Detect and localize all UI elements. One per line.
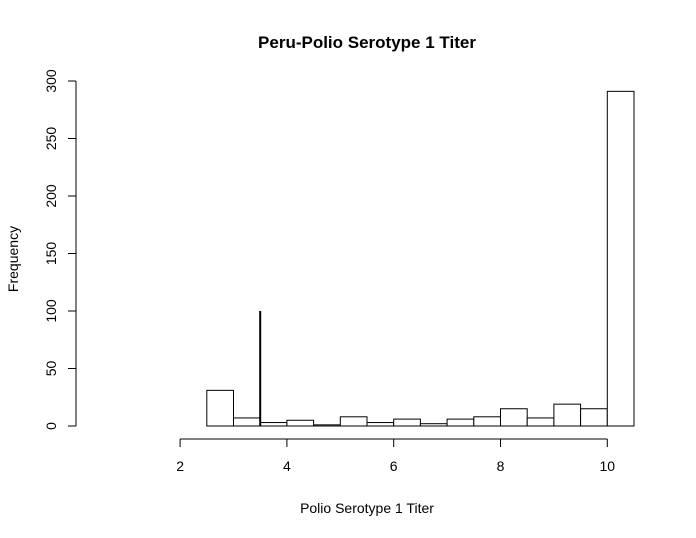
y-tick-label: 0 bbox=[43, 422, 59, 430]
histogram-bars bbox=[206, 90, 635, 427]
y-tick-label: 300 bbox=[43, 69, 59, 93]
y-axis: 0 50 100 150 200 250 300 bbox=[43, 69, 77, 430]
x-tick-label: 6 bbox=[390, 458, 398, 474]
histogram-bar bbox=[473, 416, 501, 427]
histogram-bar bbox=[446, 418, 475, 427]
chart-title: Peru-Polio Serotype 1 Titer bbox=[258, 33, 476, 52]
histogram-bar bbox=[286, 419, 315, 427]
y-tick-label: 100 bbox=[43, 299, 59, 323]
x-axis-label: Polio Serotype 1 Titer bbox=[300, 500, 434, 516]
histogram-bar bbox=[206, 389, 235, 427]
histogram-bar bbox=[393, 418, 421, 427]
x-tick-label: 4 bbox=[283, 458, 291, 474]
y-tick-label: 50 bbox=[43, 361, 59, 377]
histogram-bar bbox=[606, 90, 635, 427]
histogram-bar bbox=[313, 424, 341, 427]
histogram-bar bbox=[233, 417, 261, 427]
histogram-bar bbox=[553, 403, 582, 427]
histogram-bar bbox=[419, 423, 448, 427]
y-tick-label: 250 bbox=[43, 127, 59, 151]
y-tick-label: 200 bbox=[43, 184, 59, 208]
x-axis: 2 4 6 8 10 bbox=[176, 438, 616, 474]
histogram-bar bbox=[339, 416, 368, 427]
x-tick-label: 2 bbox=[176, 458, 184, 474]
y-tick-label: 150 bbox=[43, 242, 59, 266]
x-tick-label: 8 bbox=[497, 458, 505, 474]
x-tick-label: 10 bbox=[600, 458, 616, 474]
histogram-bar bbox=[366, 422, 395, 427]
y-axis-label: Frequency bbox=[5, 226, 21, 292]
histogram-bar bbox=[500, 408, 528, 427]
histogram-bar bbox=[526, 417, 555, 427]
histogram-bar bbox=[580, 408, 608, 427]
histogram-bar bbox=[259, 422, 288, 427]
